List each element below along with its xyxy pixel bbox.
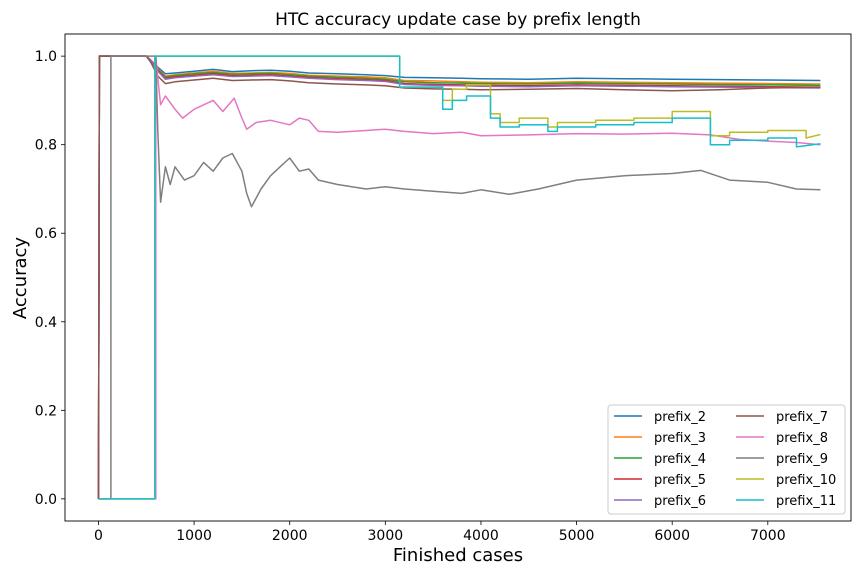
y-tick-label: 0.0	[35, 492, 57, 508]
series-line-prefix_8	[98, 55, 821, 500]
x-tick-label: 3000	[368, 528, 404, 544]
y-tick-label: 1.0	[35, 49, 57, 65]
x-tick-label: 0	[94, 528, 103, 544]
legend: prefix_2 prefix_3 prefix_4 prefix_5 prefix_6…	[607, 404, 846, 515]
x-tick-label: 2000	[272, 528, 308, 544]
x-axis-label: Finished cases	[393, 545, 523, 566]
legend-label-prefix_11: prefix_11	[776, 494, 836, 509]
x-tick-label: 4000	[463, 528, 499, 544]
series-line-prefix_2	[97, 55, 821, 499]
y-tick-label: 0.4	[35, 315, 57, 331]
x-tick-label: 1000	[176, 528, 212, 544]
chart-title: HTC accuracy update case by prefix lengt…	[275, 10, 641, 30]
legend-label-prefix_6: prefix_6	[654, 494, 706, 509]
x-tick-label: 5000	[559, 528, 595, 544]
series-line-prefix_11	[98, 55, 821, 500]
y-tick-label: 0.2	[35, 403, 57, 419]
series-line-prefix_7	[97, 55, 821, 499]
x-tick-label: 6000	[654, 528, 690, 544]
legend-label-prefix_7: prefix_7	[776, 410, 828, 425]
legend-frame	[607, 404, 846, 515]
legend-label-prefix_9: prefix_9	[776, 452, 828, 467]
series-layer	[97, 55, 821, 500]
legend-label-prefix_3: prefix_3	[654, 431, 706, 446]
ticks-layer: 0 1000 2000 3000 4000 5000 6000 7000 0.0 0.2 0.4 0.…	[35, 49, 786, 544]
legend-label-prefix_2: prefix_2	[654, 410, 706, 425]
y-tick-label: 0.6	[35, 226, 57, 242]
y-tick-label: 0.8	[35, 138, 57, 154]
series-line-prefix_9	[98, 55, 821, 500]
plot-frame	[64, 33, 852, 522]
legend-label-prefix_10: prefix_10	[776, 473, 836, 488]
y-axis-label: Accuracy	[10, 237, 31, 320]
series-line-prefix_4	[97, 55, 821, 499]
legend-label-prefix_5: prefix_5	[654, 473, 706, 488]
legend-label-prefix_8: prefix_8	[776, 431, 828, 446]
series-line-prefix_6	[97, 55, 821, 499]
x-tick-label: 7000	[750, 528, 786, 544]
legend-label-prefix_4: prefix_4	[654, 452, 706, 467]
